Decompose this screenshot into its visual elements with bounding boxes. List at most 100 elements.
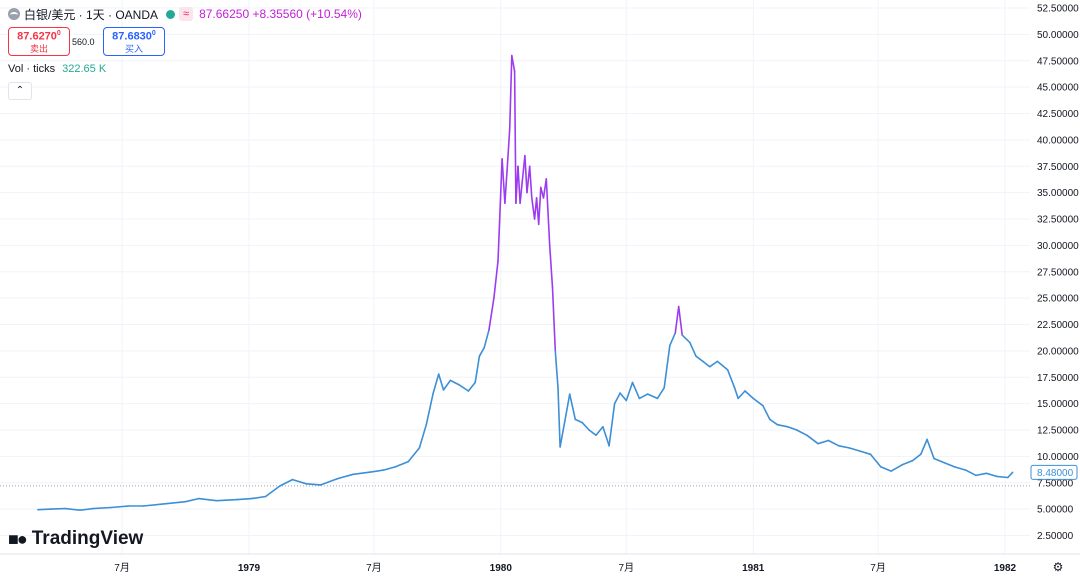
series-segment	[236, 497, 253, 501]
buy-button[interactable]: 87.68300 买入	[103, 27, 165, 56]
series-segment	[619, 392, 628, 402]
series-segment	[394, 460, 410, 468]
series-segment	[595, 425, 604, 437]
series-segment	[352, 471, 371, 476]
time-axis[interactable]: 7月 1979 7月 1980 7月 1981 7月 1982	[114, 562, 1016, 574]
series-segment	[37, 508, 52, 511]
series-segment	[919, 438, 928, 456]
series-segment	[545, 178, 551, 247]
last-price-tag-label: 8.48000	[1037, 468, 1074, 479]
series-segment	[513, 70, 517, 204]
y-tick-label: 20.00000	[1037, 346, 1079, 357]
last-price-tag-box	[1030, 464, 1078, 480]
price-series-line	[37, 54, 1014, 512]
series-segment	[817, 439, 830, 445]
series-segment	[510, 54, 516, 73]
series-segment	[901, 459, 914, 466]
chevron-up-icon: ⌃	[15, 85, 25, 96]
series-segment	[457, 383, 470, 392]
series-segment	[251, 495, 267, 500]
y-tick-label: 30.00000	[1037, 241, 1079, 252]
series-segment	[695, 355, 704, 363]
series-segment	[827, 439, 840, 447]
y-tick-label: 22.50000	[1037, 320, 1079, 331]
price-axis[interactable]: 52.50000 50.00000 47.50000 45.00000 42.50000…	[1037, 4, 1079, 543]
y-tick-label: 7.50000	[1037, 478, 1074, 489]
symbol-title[interactable]: 白银/美元 · 1天 · OANDA	[24, 7, 159, 22]
y-tick-label: 32.50000	[1037, 215, 1079, 226]
series-segment	[279, 478, 294, 487]
series-segment	[432, 373, 440, 394]
series-segment	[681, 334, 691, 344]
series-segment	[537, 186, 542, 226]
series-segment	[677, 305, 684, 336]
sell-label: 卖出	[29, 43, 48, 54]
series-segment	[551, 286, 557, 352]
y-tick-label: 40.00000	[1037, 135, 1079, 146]
series-segment	[953, 466, 967, 471]
series-segment	[291, 478, 308, 485]
series-segment	[608, 402, 616, 447]
settings-button[interactable]: ⚙	[1048, 560, 1068, 576]
series-segment	[869, 453, 882, 468]
series-segment	[602, 425, 610, 447]
series-segment	[559, 423, 566, 448]
series-segment	[437, 373, 445, 391]
logo-text: TradingView	[31, 528, 144, 549]
buy-label: 买入	[124, 43, 143, 54]
series-segment	[744, 390, 755, 400]
y-tick-label: 27.50000	[1037, 267, 1079, 278]
series-segment	[528, 165, 533, 199]
y-tick-label: 37.50000	[1037, 162, 1079, 173]
series-segment	[656, 386, 666, 400]
series-segment	[557, 386, 561, 448]
series-segment	[574, 418, 584, 424]
series-segment	[92, 506, 112, 510]
series-segment	[442, 379, 452, 391]
y-tick-label: 25.00000	[1037, 294, 1079, 305]
volume-value: 322.65 K	[62, 63, 107, 75]
series-segment	[524, 154, 528, 194]
collapse-legend-button[interactable]: ⌃	[8, 82, 32, 100]
series-segment	[613, 392, 621, 405]
buy-price: 87.68300	[112, 30, 156, 43]
price-quote: 87.66250 +8.35560 (+10.54%)	[199, 7, 362, 21]
x-tick-label: 7月	[619, 562, 635, 574]
series-segment	[382, 466, 397, 471]
volume-legend[interactable]: Vol · ticks 322.65 K	[8, 63, 106, 75]
series-segment	[197, 497, 218, 502]
series-segment	[752, 397, 764, 407]
gear-icon: ⚙	[1052, 560, 1064, 574]
series-segment	[79, 507, 94, 512]
y-tick-label: 45.00000	[1037, 83, 1079, 94]
sell-button[interactable]: 87.62700 卖出	[8, 27, 70, 56]
series-segment	[407, 447, 421, 463]
vertical-gridlines	[121, 0, 1006, 554]
sell-price: 87.62700	[17, 30, 61, 43]
realtime-badge-icon[interactable]: ≈	[179, 7, 194, 21]
series-segment	[517, 165, 521, 204]
series-segment	[418, 423, 428, 449]
x-tick-label: 1982	[994, 563, 1017, 574]
x-tick-label: 7月	[870, 562, 886, 574]
series-segment	[737, 390, 746, 400]
tradingview-logo[interactable]: ■● TradingView	[8, 528, 143, 550]
y-tick-label: 2.50000	[1037, 531, 1074, 542]
series-segment	[504, 170, 508, 204]
series-segment	[554, 350, 559, 389]
series-segment	[368, 469, 385, 474]
series-segment	[548, 244, 554, 289]
series-segment	[467, 381, 477, 392]
series-segment	[215, 498, 239, 502]
series-segment	[506, 128, 511, 173]
market-status-icon[interactable]	[166, 9, 176, 19]
series-segment	[879, 466, 893, 472]
series-segment	[848, 447, 861, 452]
series-segment	[478, 346, 486, 358]
series-segment	[581, 421, 590, 431]
series-segment	[964, 469, 977, 477]
series-segment	[319, 477, 339, 486]
y-tick-label: 35.00000	[1037, 188, 1079, 199]
x-tick-label: 7月	[366, 562, 382, 574]
